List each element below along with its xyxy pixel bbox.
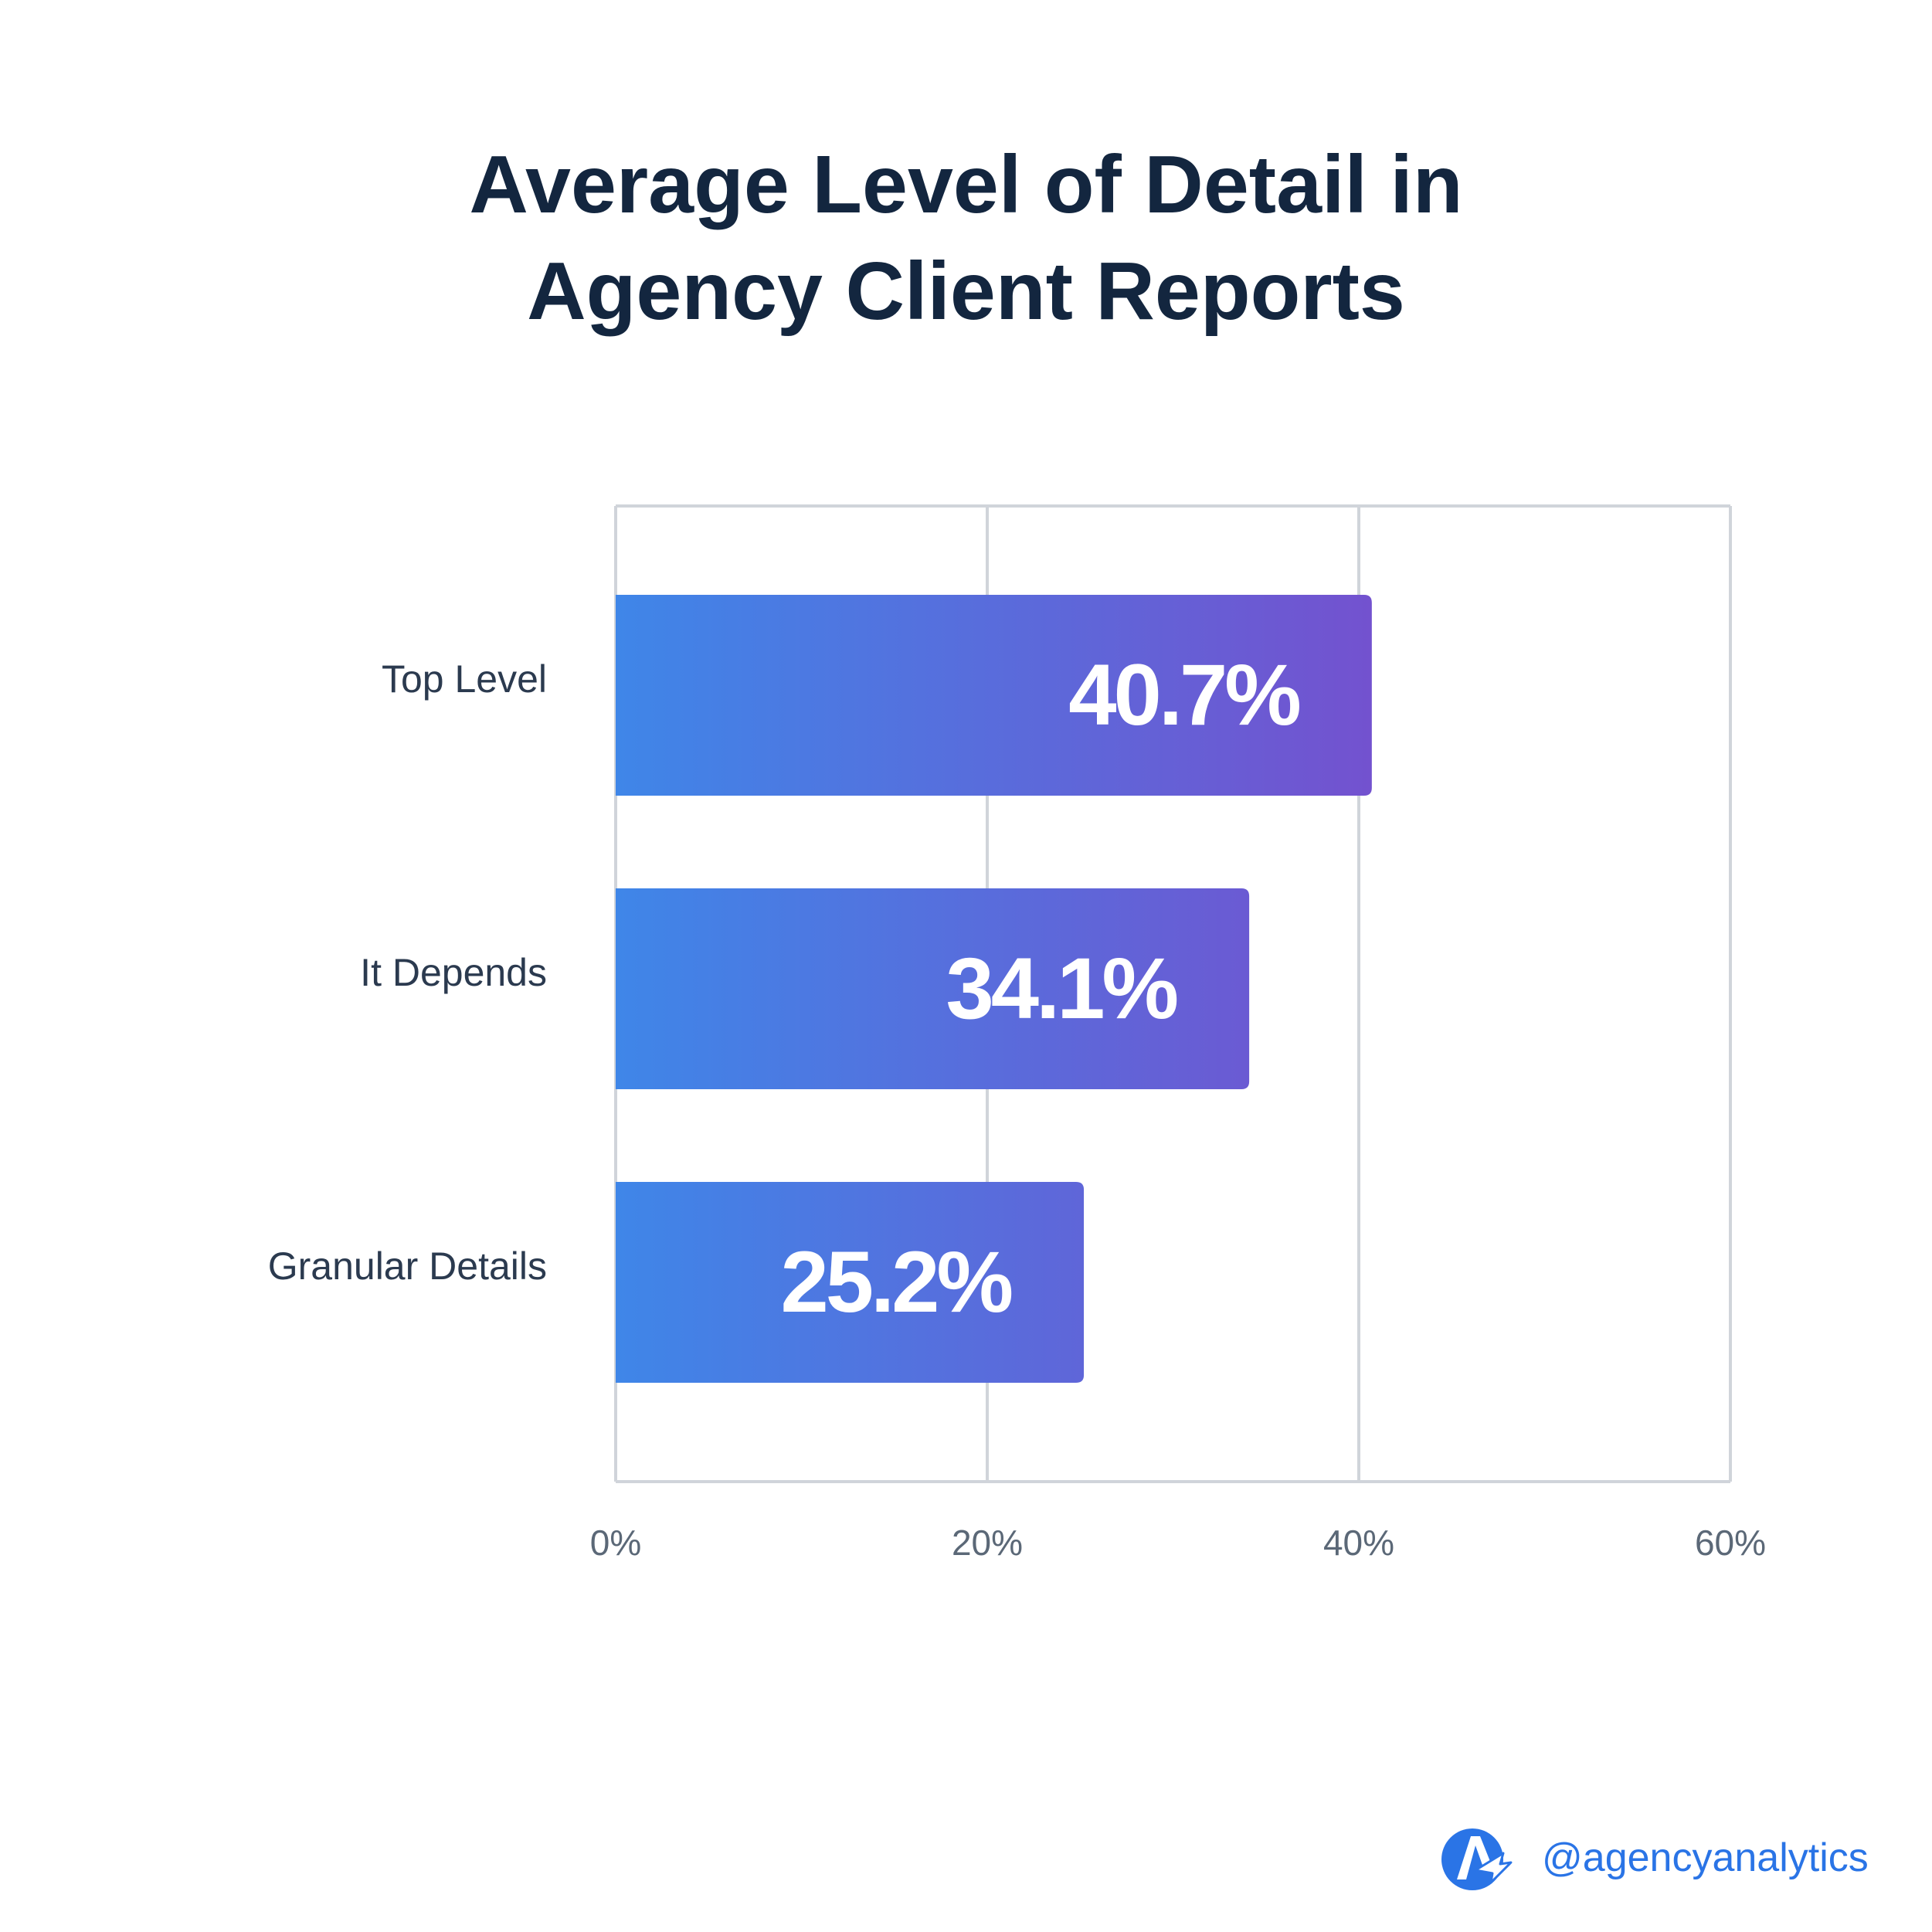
x-tick-label: 40% xyxy=(1323,1523,1394,1563)
brand-handle[interactable]: @agencyanalytics xyxy=(1542,1835,1869,1880)
x-tick-label: 20% xyxy=(952,1523,1023,1563)
bar-it-depends xyxy=(616,888,1250,1089)
bar-value-label: 34.1% xyxy=(946,940,1177,1037)
category-label: It Depends xyxy=(360,951,547,994)
x-tick-label: 0% xyxy=(590,1523,641,1563)
x-tick-label: 60% xyxy=(1695,1523,1766,1563)
chart-title: Average Level of Detail in Agency Client… xyxy=(0,131,1932,345)
agencyanalytics-logo-icon xyxy=(1441,1828,1513,1890)
chart-title-line-1: Average Level of Detail in xyxy=(469,139,1463,230)
category-label: Granular Details xyxy=(268,1244,547,1288)
category-label: Top Level xyxy=(382,657,547,701)
bar-top-level xyxy=(616,595,1372,796)
chart-title-line-2: Agency Client Reports xyxy=(527,246,1405,337)
bar-value-label: 25.2% xyxy=(780,1234,1011,1330)
bar-granular-details xyxy=(616,1182,1085,1383)
brand-footer: @agencyanalytics xyxy=(1437,1811,1869,1904)
chart-bars xyxy=(616,595,1372,1383)
chart-labels: 0% 20% 40% 60% 40.7% Top Level 34.1% It Depends… xyxy=(268,647,1766,1563)
bar-value-label: 40.7% xyxy=(1068,647,1299,743)
